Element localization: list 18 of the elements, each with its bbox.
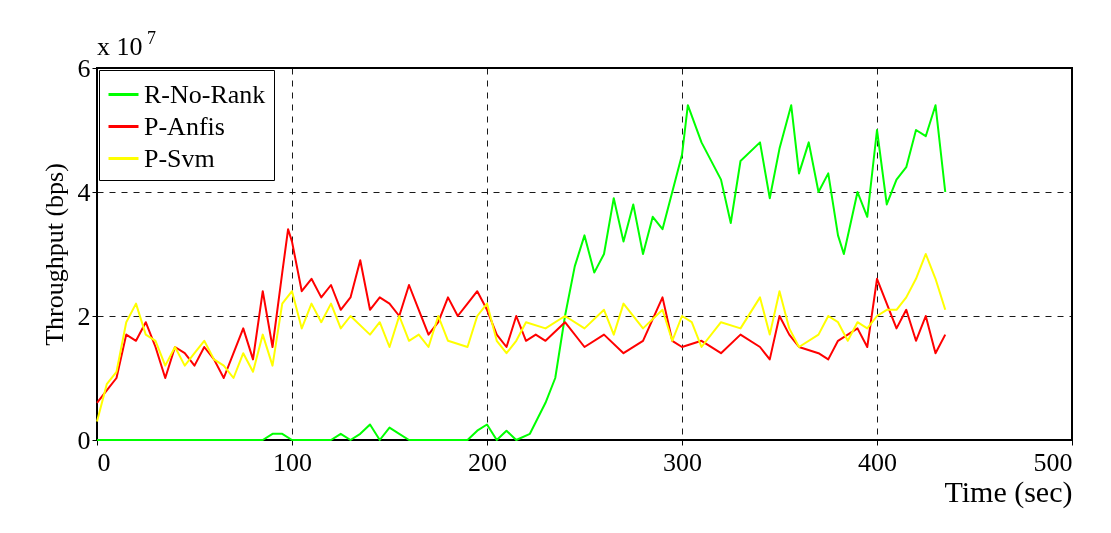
y-tick-label: 0 [77,425,91,455]
x-tick-label: 0 [97,447,111,477]
x-tick-label: 300 [663,447,702,477]
line-series [96,253,947,423]
legend-label: R-No-Rank [144,79,266,109]
line-series [96,104,947,441]
y-tick-label: 2 [77,301,91,331]
y-tick-label: 6 [77,53,91,83]
y-tick-label: 4 [77,177,91,207]
legend-label: P-Svm [144,143,215,173]
legend-label: P-Anfis [144,111,225,141]
x-tick-label: 100 [273,447,312,477]
line-series [96,228,947,404]
x-tick-label: 200 [468,447,507,477]
x-tick-label: 500 [1033,447,1073,477]
x-axis-title: Time (sec) [944,474,1073,509]
y-axis-title: Throughput (bps) [39,163,69,346]
x-tick-label: 400 [858,447,897,477]
